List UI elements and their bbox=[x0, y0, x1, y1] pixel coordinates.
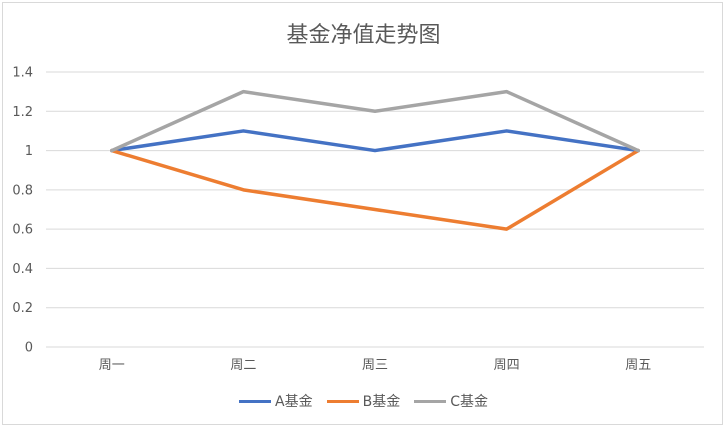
y-axis-ticks: 0 0.2 0.4 0.6 0.8 1 1.2 1.4 bbox=[12, 66, 33, 356]
y-tick-label: 0.8 bbox=[12, 183, 33, 198]
legend-item: A基金 bbox=[239, 391, 313, 411]
y-tick-label: 0.6 bbox=[12, 223, 33, 238]
legend-label: A基金 bbox=[275, 394, 313, 410]
legend-item: B基金 bbox=[326, 391, 401, 411]
legend-swatch bbox=[414, 399, 447, 403]
legend-label: B基金 bbox=[362, 394, 401, 410]
x-tick-label: 周一 bbox=[99, 358, 125, 373]
y-tick-label: 0.2 bbox=[12, 301, 33, 316]
legend-label: C基金 bbox=[450, 394, 488, 410]
legend-swatch bbox=[326, 399, 359, 403]
y-tick-label: 0.4 bbox=[12, 262, 33, 277]
y-tick-label: 1 bbox=[25, 144, 33, 159]
x-tick-label: 周三 bbox=[362, 358, 388, 373]
series-line-3 bbox=[110, 89, 640, 153]
x-tick-label: 周五 bbox=[625, 358, 651, 373]
series-lines bbox=[110, 89, 640, 231]
legend-swatch bbox=[239, 399, 272, 403]
series-line-2 bbox=[110, 148, 640, 231]
x-axis-ticks: 周一 周二 周三 周四 周五 bbox=[99, 358, 651, 373]
y-tick-label: 0 bbox=[25, 341, 33, 356]
x-tick-label: 周四 bbox=[494, 358, 520, 373]
series-line-1 bbox=[110, 129, 640, 153]
x-tick-label: 周二 bbox=[230, 358, 256, 373]
y-tick-label: 1.4 bbox=[12, 66, 33, 81]
legend-item: C基金 bbox=[414, 391, 488, 411]
y-tick-label: 1.2 bbox=[12, 105, 33, 120]
legend: A基金 B基金 C基金 bbox=[0, 391, 727, 411]
chart-title: 基金净值走势图 bbox=[286, 23, 441, 48]
